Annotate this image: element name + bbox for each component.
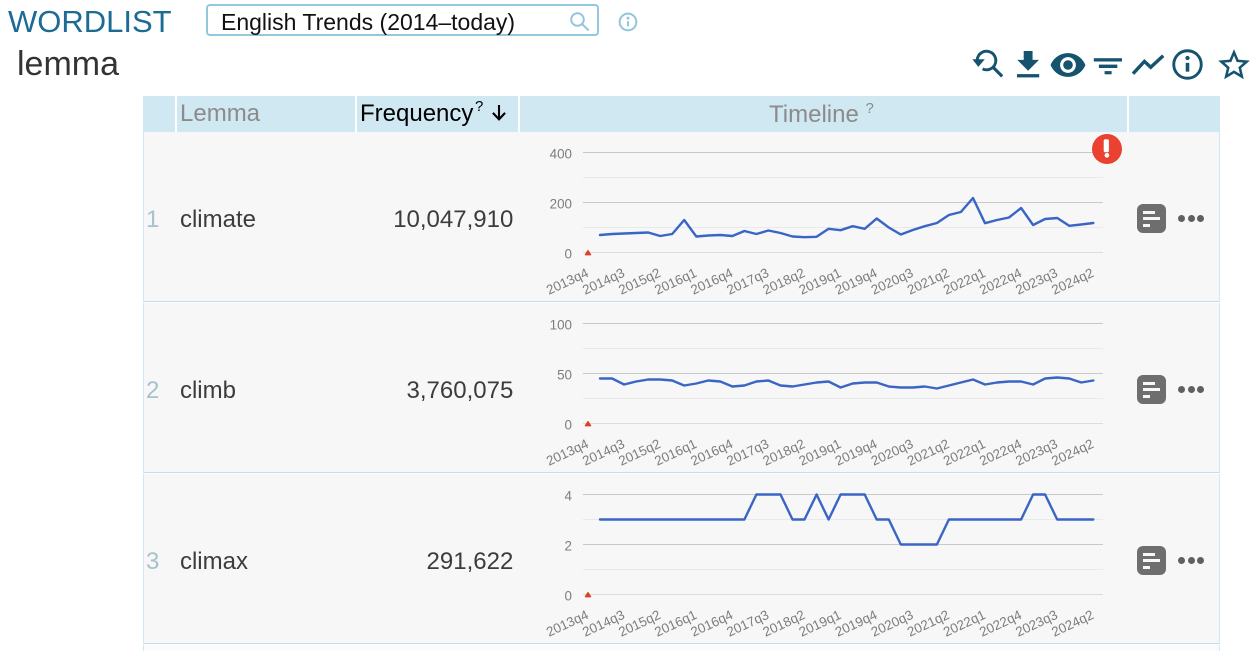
- svg-text:2024q2: 2024q2: [1050, 436, 1097, 468]
- svg-text:2: 2: [565, 539, 572, 554]
- svg-text:200: 200: [550, 197, 572, 212]
- svg-text:2024q2: 2024q2: [1050, 265, 1097, 297]
- svg-text:50: 50: [557, 368, 572, 383]
- svg-text:2024q2: 2024q2: [1050, 607, 1097, 639]
- svg-text:4: 4: [565, 489, 573, 504]
- svg-text:400: 400: [550, 147, 572, 162]
- svg-text:0: 0: [565, 247, 572, 262]
- svg-text:100: 100: [550, 318, 572, 333]
- svg-text:0: 0: [565, 418, 572, 433]
- svg-text:0: 0: [565, 589, 572, 604]
